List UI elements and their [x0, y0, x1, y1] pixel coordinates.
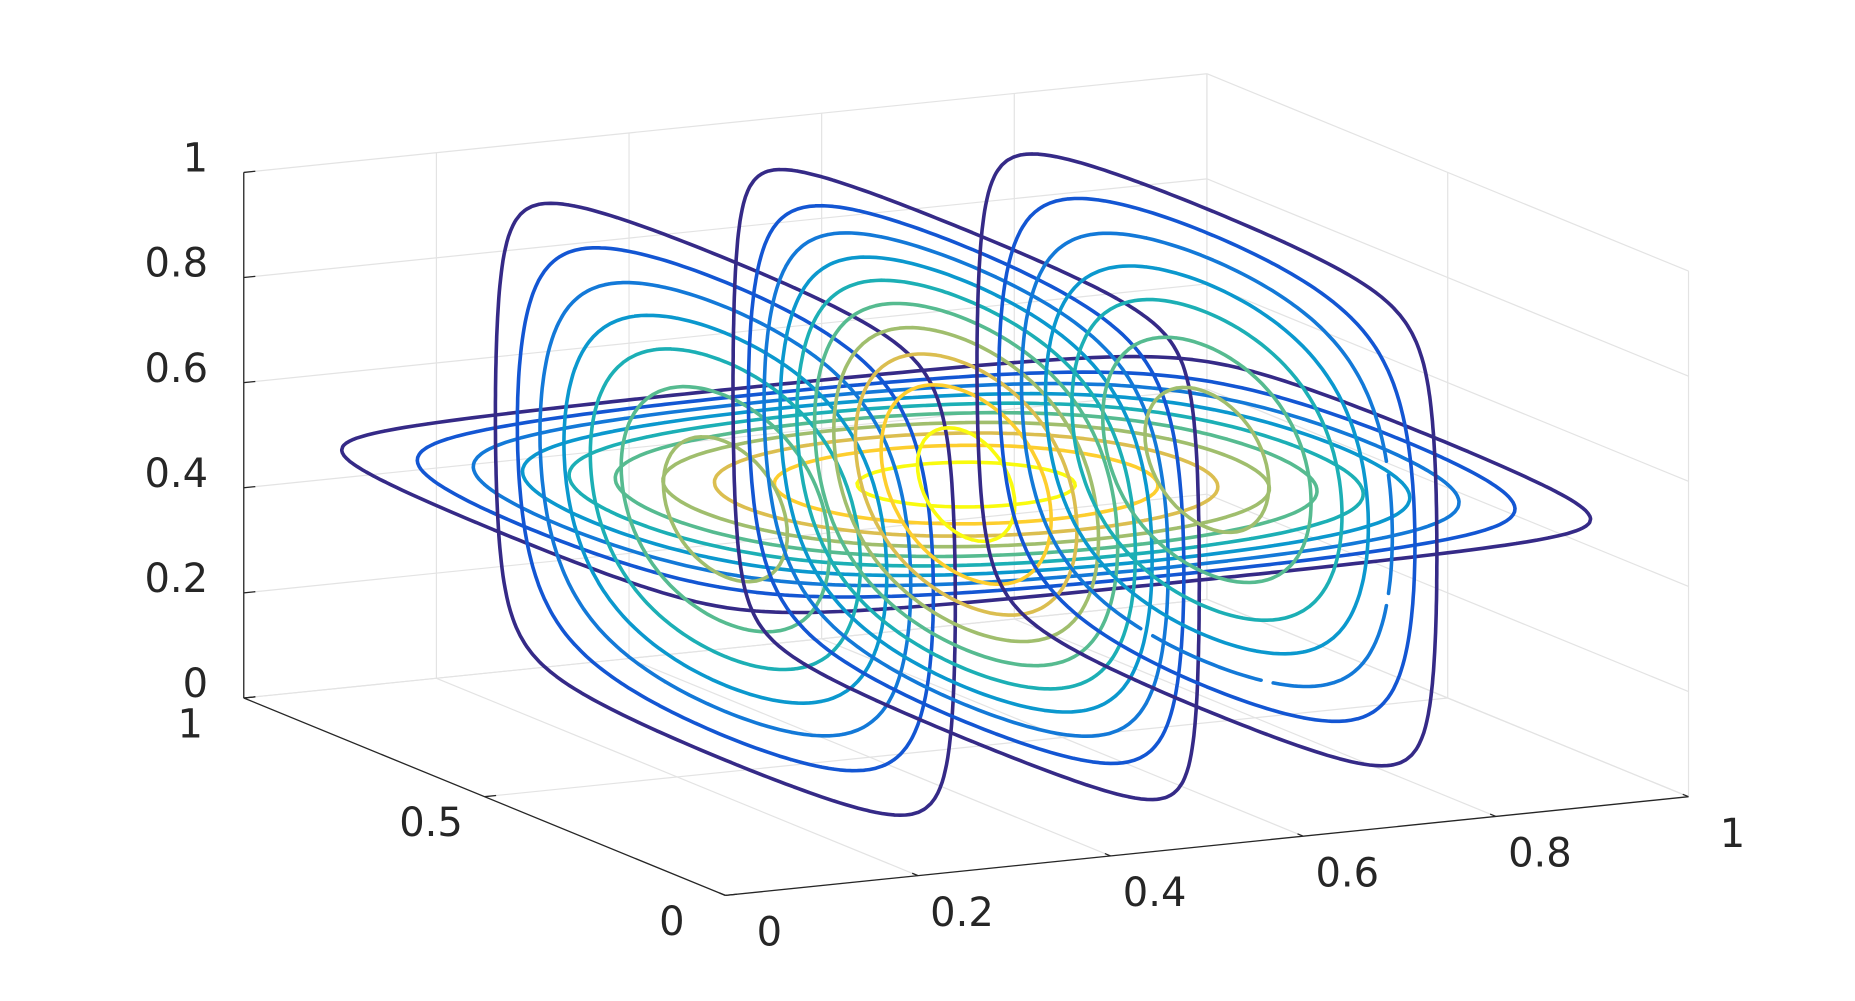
- y-tick: [484, 794, 497, 798]
- z-tick: [243, 591, 256, 594]
- z-tick: [243, 485, 256, 489]
- contour-line: [975, 152, 1439, 768]
- z-tick-label: 0.2: [144, 556, 208, 602]
- contour-line: [832, 325, 1101, 644]
- grid-line: [1206, 493, 1689, 693]
- x-tick-label: 0.8: [1508, 831, 1572, 877]
- contour-line: [731, 167, 1202, 802]
- z-tick: [243, 696, 256, 699]
- z-tick-label: 0.6: [144, 346, 208, 392]
- z-tick: [243, 275, 256, 279]
- y-tick-label: 1: [178, 702, 203, 748]
- grid-line: [243, 598, 1208, 699]
- contour-line: [567, 401, 1365, 568]
- contour-line: [562, 313, 889, 705]
- grid-line: [243, 178, 1208, 279]
- x-tick: [1682, 793, 1689, 798]
- y-tick-label: 0: [659, 899, 684, 945]
- z-tick-label: 0.8: [144, 241, 208, 287]
- contour-line: [1043, 264, 1371, 656]
- contour-line: [853, 352, 1079, 617]
- z-tick-label: 0: [183, 661, 208, 707]
- contour-line: [471, 381, 1461, 588]
- y-tick: [725, 893, 737, 897]
- grid-line: [243, 493, 1208, 594]
- grid-line: [1206, 388, 1689, 588]
- contour-line: [1070, 297, 1344, 622]
- grid-line: [1206, 178, 1689, 377]
- x-tick-label: 1: [1720, 811, 1745, 857]
- x-tick-label: 0.4: [1123, 870, 1187, 916]
- z-tick: [243, 380, 256, 384]
- z-tick-label: 1: [183, 136, 208, 182]
- x-axis: [725, 796, 1689, 897]
- y-axis: [243, 697, 726, 896]
- x-tick-label: 0: [757, 910, 782, 956]
- contour-line: [795, 278, 1138, 691]
- grid-line: [243, 73, 1208, 174]
- contour-line: [661, 420, 1272, 549]
- z-tick-label: 0.4: [144, 451, 208, 497]
- contour-line: [1143, 385, 1271, 535]
- x-tick: [719, 892, 726, 896]
- contour-line: [1019, 231, 1395, 689]
- x-tick: [911, 872, 919, 877]
- grid-line: [1206, 283, 1689, 482]
- contour-line: [812, 301, 1120, 668]
- grid-line: [1206, 73, 1689, 272]
- contour-line: [778, 255, 1154, 714]
- contour-line: [1101, 335, 1313, 585]
- y-tick-label: 0.5: [399, 800, 463, 846]
- x-tick: [1104, 852, 1111, 857]
- contour-line: [515, 246, 936, 773]
- contour-line: [493, 201, 958, 817]
- x-tick-label: 0.6: [1315, 850, 1379, 896]
- x-tick: [1489, 813, 1497, 818]
- contour-line: [538, 280, 913, 738]
- grid-line: [1206, 598, 1689, 798]
- contour-line: [712, 431, 1220, 538]
- x-tick: [1297, 833, 1304, 837]
- z-tick: [243, 170, 256, 174]
- x-tick-label: 0.2: [930, 890, 994, 936]
- contour-line: [997, 196, 1417, 724]
